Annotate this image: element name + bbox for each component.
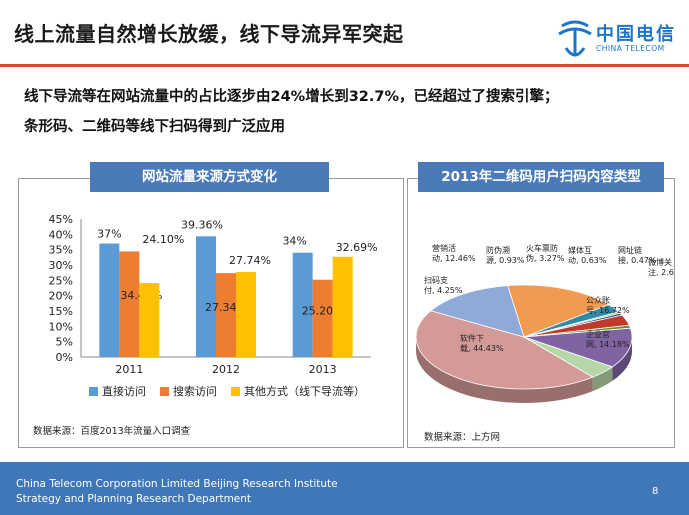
bar: [332, 256, 353, 357]
pie-label: 扫码支: [424, 275, 448, 285]
legend-swatch: [89, 387, 98, 396]
china-telecom-logo: 中国电信 CHINA TELECOM: [556, 18, 682, 64]
legend-label: 直接访问: [102, 384, 146, 398]
intro-line-2: 条形码、二维码等线下扫码得到广泛应用: [24, 119, 285, 135]
pie-label: 注, 2.68%: [648, 267, 674, 277]
footer-bar: China Telecom Corporation Limited Beijin…: [0, 462, 689, 515]
pie-label: 号, 16.72%: [586, 306, 630, 315]
x-tick-label: 2011: [115, 363, 143, 376]
bar: [99, 243, 120, 357]
bar-data-label: 37%: [97, 228, 121, 241]
pie-slice: [523, 336, 614, 378]
pie-label: 微博关: [648, 257, 672, 267]
pie-slice: [523, 327, 633, 368]
bar-chart-panel: 0%5%10%15%20%25%30%35%40%45%37%34.43%24.…: [18, 178, 404, 448]
pie-label: 网, 14.18%: [586, 340, 630, 349]
y-tick-label: 35%: [49, 244, 73, 257]
bar-data-label: 24.10%: [142, 233, 184, 246]
y-tick-label: 15%: [49, 305, 73, 318]
pie-label: 动, 0.63%: [568, 255, 607, 265]
footer-org-line: China Telecom Corporation Limited Beijin…: [16, 478, 338, 490]
pie-label: 载, 44.43%: [460, 343, 504, 353]
bar: [236, 271, 256, 357]
bar-data-label: 39.36%: [181, 218, 223, 231]
bar: [139, 283, 160, 357]
pie-label: 火车票防: [526, 243, 558, 253]
page-number: 8: [652, 486, 659, 497]
intro-text: 线下导流等在网站流量中的占比逐步由24%增长到32.7%，已经超过了搜索引擎； …: [24, 82, 664, 142]
pie-slice: [429, 285, 525, 338]
bar-chart-title: 网站流量来源方式变化: [90, 162, 329, 192]
pie-label: 付, 4.25%: [424, 285, 463, 295]
bar: [196, 236, 216, 357]
legend-swatch: [231, 387, 240, 396]
legend-label: 搜索访问: [173, 384, 217, 398]
pie-label: 伪, 3.27%: [526, 253, 565, 263]
y-tick-label: 45%: [49, 213, 73, 226]
pie-label: 网址链: [618, 245, 642, 255]
pie-slice-side: [416, 337, 593, 404]
pie-label: 软件下: [460, 333, 484, 343]
intro-line-1: 线下导流等在网站流量中的占比逐步由24%增长到32.7%，已经超过了搜索引擎；: [24, 89, 559, 105]
y-tick-label: 30%: [49, 259, 73, 272]
pie-chart-title: 2013年二维码用户扫码内容类型: [418, 162, 664, 192]
bar-data-label: 34%: [282, 235, 306, 248]
x-tick-label: 2013: [309, 363, 337, 376]
bar-chart-source: 数据来源：百度2013年流量入口调查: [33, 426, 191, 437]
bar-data-label: 27.74%: [229, 254, 271, 267]
legend-swatch: [160, 387, 169, 396]
y-tick-label: 40%: [49, 228, 73, 241]
pie-chart-source: 数据来源：上方网: [424, 432, 501, 443]
y-tick-label: 10%: [49, 320, 73, 333]
pie-slice: [415, 310, 594, 390]
x-tick-label: 2012: [212, 363, 240, 376]
telecom-swirl-icon: [558, 20, 592, 57]
pie-label: 公众账: [586, 296, 610, 305]
logo-chinese-text: 中国电信: [596, 24, 676, 45]
y-tick-label: 0%: [56, 351, 73, 364]
bar: [292, 252, 313, 357]
pie-label: 防伪溯: [486, 245, 510, 255]
bar: [119, 251, 140, 357]
pie-label: 动, 12.46%: [432, 253, 476, 263]
bar-data-label: 32.69%: [336, 241, 378, 254]
pie-slice-side: [592, 366, 613, 392]
footer-dept-line: Strategy and Planning Research Departmen…: [16, 493, 252, 505]
title-divider: [0, 64, 689, 67]
pie-label: 企业官: [586, 329, 610, 339]
pie-slice: [507, 284, 610, 338]
pie-label: 接, 0.47%: [618, 255, 657, 265]
y-tick-label: 25%: [49, 274, 73, 287]
legend-label: 其他方式（线下导流等）: [244, 384, 365, 398]
bar: [312, 279, 333, 357]
page-title: 线上流量自然增长放缓，线下导流异军突起: [14, 22, 404, 46]
bar-chart: 0%5%10%15%20%25%30%35%40%45%37%34.43%24.…: [49, 213, 378, 398]
y-tick-label: 5%: [56, 336, 73, 349]
logo-english-text: CHINA TELECOM: [596, 44, 665, 53]
pie-label: 媒体互: [568, 245, 592, 255]
pie-label: 营销活: [432, 243, 456, 253]
y-tick-label: 20%: [49, 290, 73, 303]
bar: [216, 273, 236, 357]
pie-label: 源, 0.93%: [486, 256, 525, 265]
pie-chart-panel: 软件下 载, 44.43% 企业官 网, 14.18% 公众账 号, 16.72% 微博关注…: [407, 178, 687, 448]
